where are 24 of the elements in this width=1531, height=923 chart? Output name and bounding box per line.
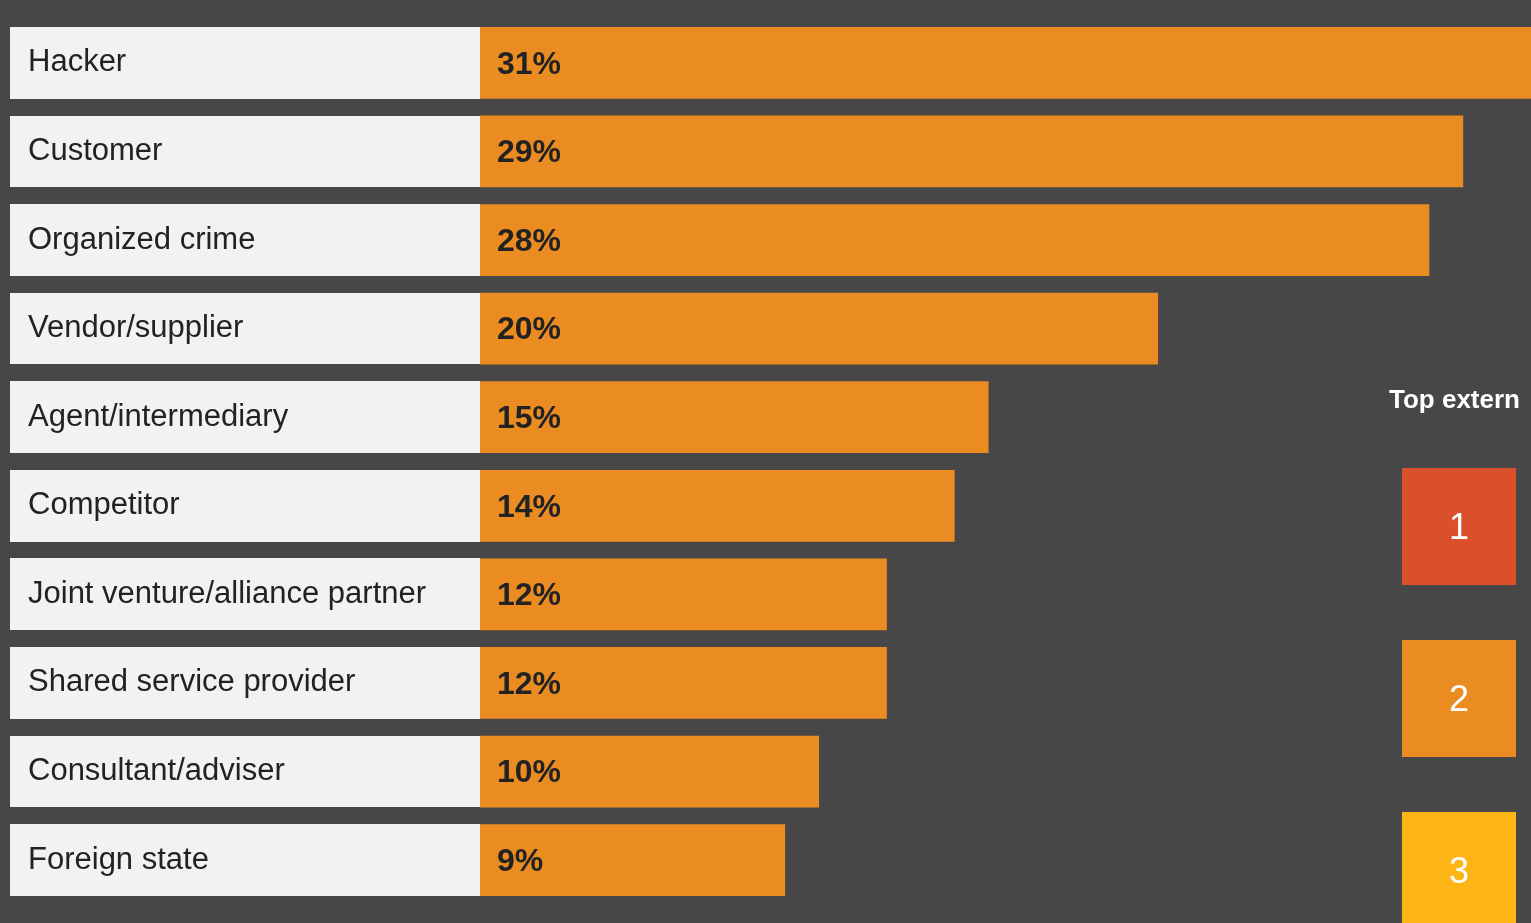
y-tick-label: Shared service provider: [28, 663, 356, 699]
numbered-square: 1: [1402, 468, 1516, 585]
y-tick-label: Organized crime: [28, 220, 256, 256]
y-tick-label: Competitor: [28, 486, 180, 522]
numbered-square: 3: [1402, 812, 1516, 923]
data-label: 12%: [497, 576, 562, 613]
data-label: 15%: [497, 399, 562, 436]
y-tick-label: Vendor/supplier: [28, 309, 244, 345]
y-tick-label: Agent/intermediary: [28, 397, 289, 433]
data-label: 20%: [497, 310, 562, 347]
y-tick-label: Joint venture/alliance partner: [28, 574, 427, 610]
y-tick-label: Foreign state: [28, 840, 209, 876]
data-label: 10%: [497, 753, 562, 790]
y-tick-label: Customer: [28, 132, 163, 168]
data-label: 28%: [497, 221, 562, 258]
data-label: 14%: [497, 487, 562, 524]
data-label: 29%: [497, 133, 562, 170]
data-label: 31%: [497, 44, 562, 81]
annotation: Top extern: [1389, 384, 1520, 415]
data-label: 12%: [497, 664, 562, 701]
y-tick-label: Hacker: [28, 43, 127, 79]
data-label: 9%: [497, 841, 544, 878]
y-tick-label: Consultant/adviser: [28, 752, 285, 788]
numbered-square: 2: [1402, 640, 1516, 757]
